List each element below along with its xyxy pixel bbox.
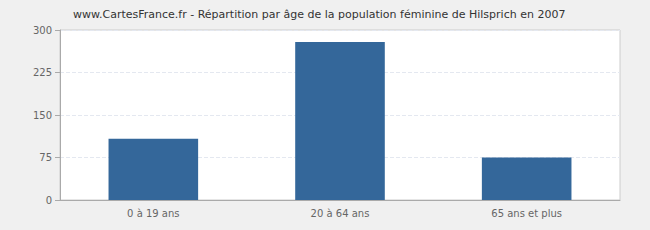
svg-text:300: 300 — [33, 25, 52, 36]
svg-text:www.CartesFrance.fr - Répartit: www.CartesFrance.fr - Répartition par âg… — [73, 8, 565, 21]
svg-text:0 à 19 ans: 0 à 19 ans — [127, 208, 179, 219]
svg-text:150: 150 — [33, 110, 52, 121]
svg-text:225: 225 — [33, 67, 52, 78]
svg-text:65 ans et plus: 65 ans et plus — [491, 208, 562, 219]
svg-text:0: 0 — [46, 195, 52, 206]
svg-text:75: 75 — [39, 152, 52, 163]
svg-text:20 à 64 ans: 20 à 64 ans — [311, 208, 370, 219]
